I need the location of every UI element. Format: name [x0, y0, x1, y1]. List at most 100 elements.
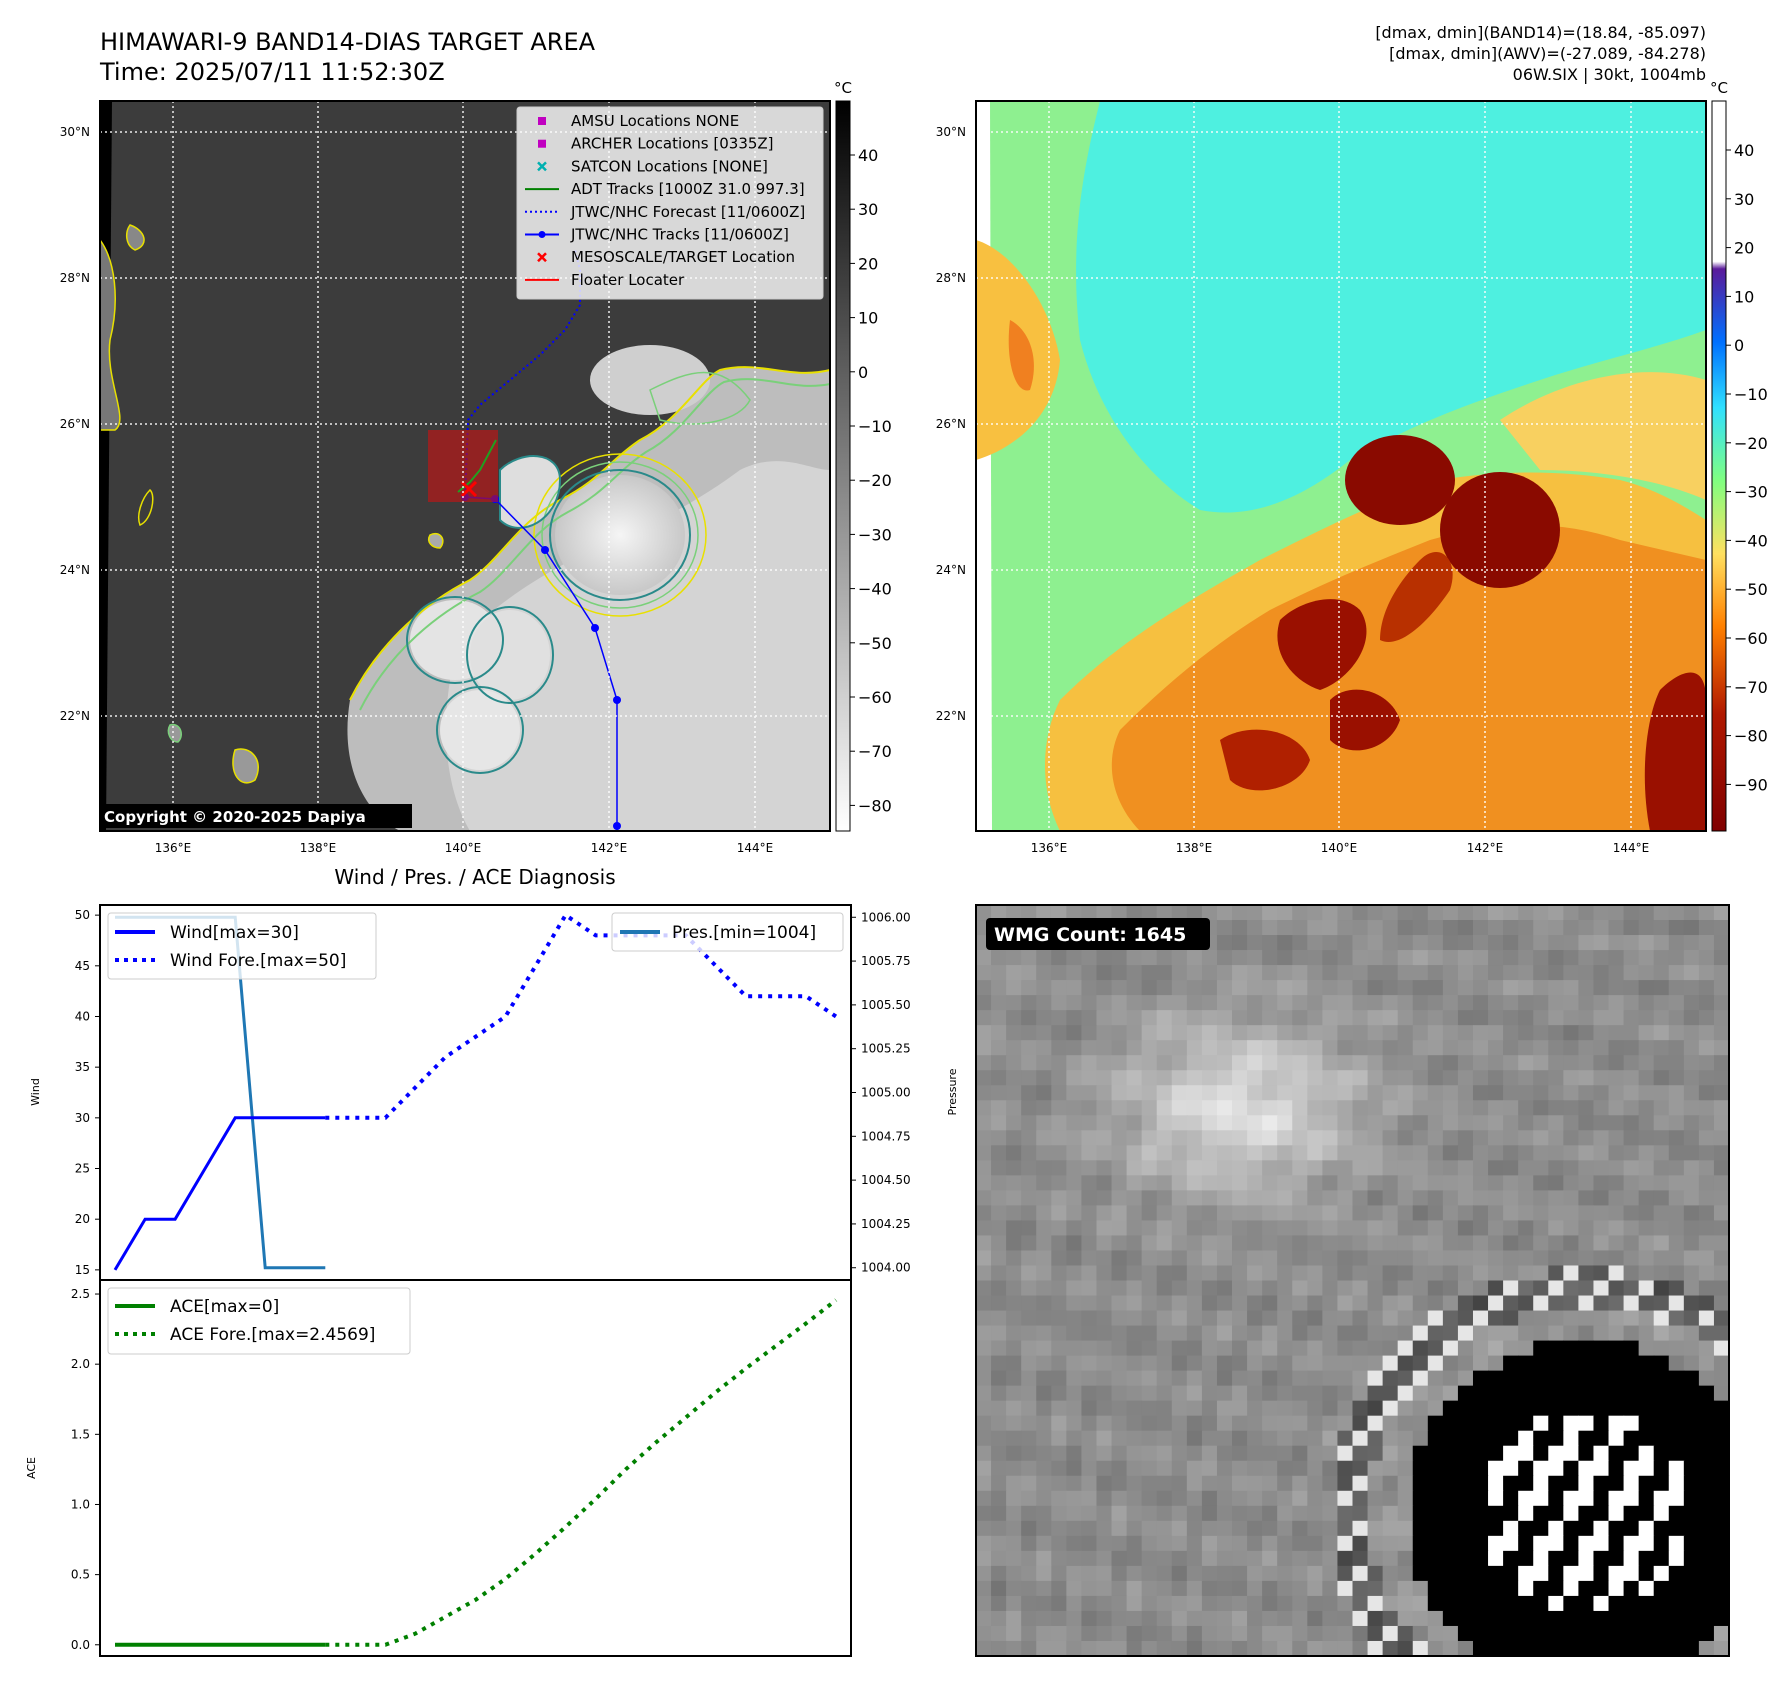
map-legend-item: SATCON Locations [NONE] — [537, 157, 768, 175]
pressure-legend: Pres.[min=1004] — [611, 912, 844, 952]
lon-label: 142°E — [591, 841, 628, 855]
copyright-label: Copyright © 2020-2025 Dapiya — [104, 808, 366, 826]
colorbar-tick-label: 40 — [1734, 141, 1754, 160]
y-tick-label: 1.5 — [71, 1427, 90, 1441]
wind-ylabel: Wind — [29, 1078, 42, 1106]
colorbar-tick-label: −90 — [1734, 775, 1768, 794]
y-tick-label: 2.0 — [71, 1357, 90, 1371]
colorbar-tick-label: −40 — [858, 580, 892, 599]
map-legend-label: JTWC/NHC Tracks [11/0600Z] — [570, 226, 789, 244]
lon-label: 140°E — [1321, 841, 1358, 855]
map-legend-label: JTWC/NHC Forecast [11/0600Z] — [570, 203, 805, 221]
ace-legend-forecast: ACE Fore.[max=2.4569] — [170, 1325, 375, 1345]
wind-legend-observed: Wind[max=30] — [170, 923, 299, 943]
colorbar-tick-label: −70 — [858, 742, 892, 761]
colorbar-tick-label: −80 — [858, 796, 892, 815]
ace-legend: ACE[max=0] ACE Fore.[max=2.4569] — [107, 1287, 411, 1355]
y-tick-label: 0.0 — [71, 1638, 90, 1652]
awv-colorbar: °C 40 30 20 10 0 −10 −20 −30 −40 −50 −60 −70 −80 −90 — [1710, 79, 1768, 832]
colorbar-tick-label: 30 — [858, 200, 878, 219]
colorbar-tick-label: −60 — [858, 688, 892, 707]
info-band14: [dmax, dmin](BAND14)=(18.84, -85.097) — [1375, 23, 1706, 42]
lon-label: 144°E — [737, 841, 774, 855]
lon-label: 142°E — [1467, 841, 1504, 855]
pressure-legend-label: Pres.[min=1004] — [672, 923, 816, 943]
wmg-panel: WMG Count: 1645 — [975, 904, 1730, 1657]
ir-colorbar: °C 40 30 20 10 0 −10 −20 −30 −40 −50 −60 −70 −80 — [834, 79, 892, 832]
map-legend-item: ADT Tracks [1000Z 31.0 997.3] — [525, 180, 805, 198]
y-tick-label: 1004.75 — [861, 1129, 911, 1143]
ir-map-axis-labels: 136°E 138°E 140°E 142°E 144°E 30°N 28°N 26°N 24°… — [60, 125, 774, 855]
map-legend-item: JTWC/NHC Forecast [11/0600Z] — [525, 203, 805, 221]
info-storm: 06W.SIX | 30kt, 1004mb — [1513, 65, 1706, 84]
y-tick-label: 1006.00 — [861, 910, 911, 924]
y-tick-label: 1005.50 — [861, 998, 911, 1012]
lon-label: 138°E — [1176, 841, 1213, 855]
y-tick-label: 30 — [75, 1111, 90, 1125]
map-legend-label: ADT Tracks [1000Z 31.0 997.3] — [571, 180, 805, 198]
colorbar-tick-label: −10 — [858, 417, 892, 436]
colorbar-tick-label: −30 — [1734, 483, 1768, 502]
map-legend-item: MESOSCALE/TARGET Location — [537, 248, 795, 266]
ir-colorbar-unit: °C — [834, 79, 852, 97]
ace-ylabel: ACE — [25, 1457, 38, 1479]
pressure-ylabel: Pressure — [946, 1068, 959, 1115]
lat-label: 24°N — [60, 563, 90, 577]
map-legend-label: AMSU Locations NONE — [571, 112, 739, 130]
y-tick-label: 1.0 — [71, 1497, 90, 1511]
lat-label: 22°N — [936, 709, 966, 723]
lat-label: 28°N — [936, 271, 966, 285]
y-tick-label: 25 — [75, 1162, 90, 1176]
map-legend-item: ARCHER Locations [0335Z] — [538, 135, 774, 153]
colorbar-tick-label: 30 — [1734, 190, 1754, 209]
awv-map-panel — [976, 101, 1706, 831]
y-tick-label: 1005.00 — [861, 1086, 911, 1100]
y-tick-label: 35 — [75, 1060, 90, 1074]
map-legend-label: ARCHER Locations [0335Z] — [571, 135, 774, 153]
wind-forecast-line — [325, 912, 838, 1120]
diagnosis-title: Wind / Pres. / ACE Diagnosis — [334, 865, 615, 889]
lat-label: 30°N — [60, 125, 90, 139]
colorbar-tick-label: −30 — [858, 525, 892, 544]
map-legend-item: JTWC/NHC Tracks [11/0600Z] — [525, 226, 789, 244]
ace-legend-observed: ACE[max=0] — [170, 1297, 279, 1317]
lat-label: 22°N — [60, 709, 90, 723]
lon-label: 138°E — [300, 841, 337, 855]
figure-title: HIMAWARI-9 BAND14-DIAS TARGET AREA — [100, 28, 596, 56]
lat-label: 24°N — [936, 563, 966, 577]
colorbar-tick-label: −50 — [858, 634, 892, 653]
colorbar-tick-label: 0 — [858, 363, 868, 382]
y-tick-label: 2.5 — [71, 1287, 90, 1301]
colorbar-tick-label: −80 — [1734, 727, 1768, 746]
map-legend: AMSU Locations NONE ARCHER Locations [033… — [516, 106, 824, 300]
lon-label: 140°E — [445, 841, 482, 855]
lat-label: 28°N — [60, 271, 90, 285]
y-tick-label: 1005.25 — [861, 1042, 911, 1056]
awv-map-axis-labels: 136°E 138°E 140°E 142°E 144°E 30°N 28°N 26°N 24°… — [936, 125, 1650, 855]
y-tick-label: 15 — [75, 1263, 90, 1277]
ace-forecast-line — [325, 1298, 838, 1647]
colorbar-tick-label: 40 — [858, 146, 878, 165]
wind-legend: Wind[max=30] Wind Fore.[max=50] — [107, 912, 377, 980]
y-tick-label: 1004.50 — [861, 1173, 911, 1187]
y-tick-label: 1005.75 — [861, 954, 911, 968]
lon-label: 144°E — [1613, 841, 1650, 855]
colorbar-tick-label: 0 — [1734, 336, 1744, 355]
lat-label: 26°N — [936, 417, 966, 431]
colorbar-tick-label: 10 — [1734, 287, 1754, 306]
colorbar-tick-label: −40 — [1734, 531, 1768, 550]
y-tick-label: 0.5 — [71, 1568, 90, 1582]
lat-label: 26°N — [60, 417, 90, 431]
lon-label: 136°E — [155, 841, 192, 855]
lat-label: 30°N — [936, 125, 966, 139]
y-tick-label: 1004.25 — [861, 1217, 911, 1231]
y-tick-label: 40 — [75, 1009, 90, 1023]
map-legend-label: Floater Locater — [571, 271, 685, 289]
colorbar-tick-label: −50 — [1734, 580, 1768, 599]
y-tick-label: 1004.00 — [861, 1261, 911, 1275]
figure-time: Time: 2025/07/11 11:52:30Z — [99, 58, 445, 86]
colorbar-tick-label: −60 — [1734, 629, 1768, 648]
lon-label: 136°E — [1031, 841, 1068, 855]
colorbar-tick-label: 20 — [1734, 239, 1754, 258]
